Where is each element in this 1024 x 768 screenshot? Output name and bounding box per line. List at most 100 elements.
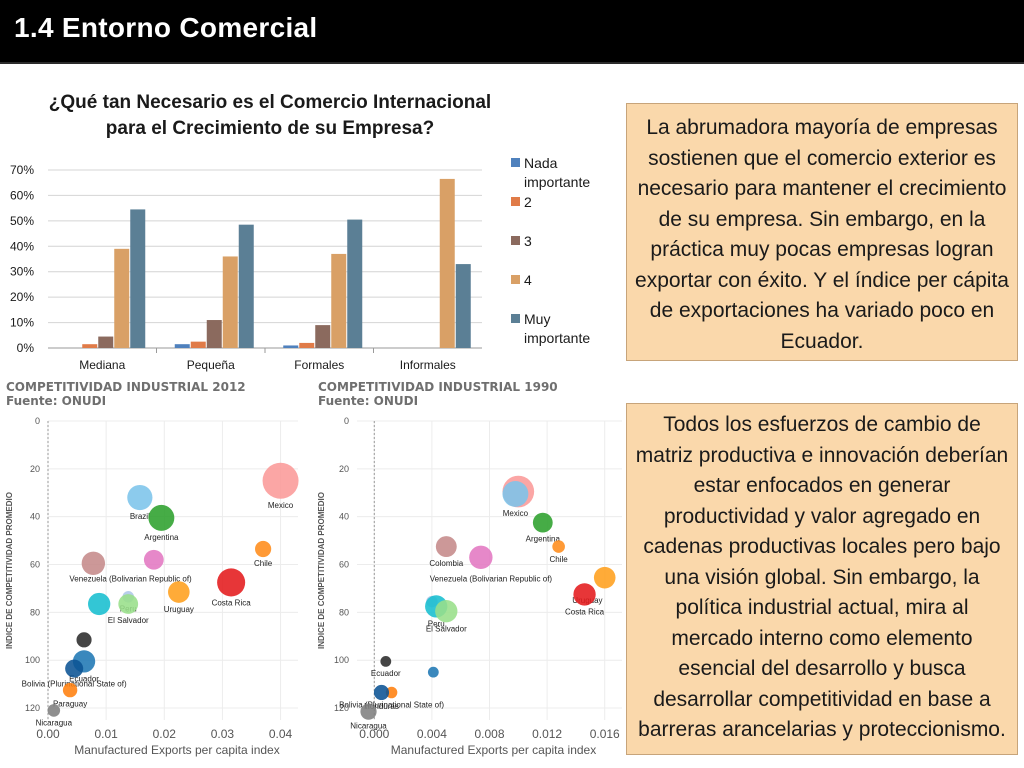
x-tick-label-formales: Formales — [294, 358, 344, 372]
chart-1990-bubble-label-colombia: Colombia — [429, 559, 463, 568]
chart-1990-bubble-nicaragua — [360, 703, 377, 720]
bar-chart-necesidad-comercio: 0% 10% 20% 30% 40% 50% 60% 70% Mediana Pequeña For… — [0, 88, 610, 378]
chart-2012-y-tick-label: 80 — [30, 607, 40, 617]
chart-1990-bubble — [427, 666, 439, 678]
y-tick-label: 50% — [10, 214, 34, 228]
text-box-comercio-exterior: La abrumadora mayoría de empresas sostie… — [626, 103, 1018, 361]
chart-2012-bubble-label-ecuador: Ecuador — [69, 675, 99, 684]
bar-formales-2 — [299, 342, 315, 348]
chart-2012-y-tick-label: 120 — [25, 703, 40, 713]
bubble-chart-2012: COMPETITIVIDAD INDUSTRIAL 2012 Fuente: O… — [0, 380, 312, 768]
bubble-chart-1990: COMPETITIVIDAD INDUSTRIAL 1990 Fuente: O… — [312, 380, 630, 768]
chart-2012-bubble-uruguay — [168, 581, 190, 603]
bubble-chart-2012-title: COMPETITIVIDAD INDUSTRIAL 2012 — [6, 380, 246, 394]
chart-1990-bubble-argentina — [532, 512, 553, 533]
y-tick-label: 20% — [10, 290, 34, 304]
chart-1990-bubble-ecuador — [380, 655, 392, 667]
chart-1990-bubble-chile — [552, 540, 565, 553]
chart-2012-bubble-label-costa-rica: Costa Rica — [212, 599, 252, 608]
slide-header: 1.4 Entorno Comercial — [0, 0, 1024, 64]
chart-2012-bubble-brazil — [127, 484, 153, 511]
chart-2012-bubble-label-uruguay: Uruguay — [164, 605, 194, 614]
chart-1990-x-tick-label: 0.004 — [417, 727, 447, 741]
chart-1990-bubble-label-costa-rica: Costa Rica — [565, 608, 605, 617]
chart-2012-x-tick-label: 0.03 — [211, 727, 235, 741]
legend-label-nada-importante: importante — [524, 174, 590, 190]
bar-mediana-3 — [98, 336, 114, 348]
chart-2012-bubble — [81, 551, 106, 576]
chart-2012-x-tick-label: 0.04 — [269, 727, 293, 741]
y-tick-label: 0% — [17, 341, 35, 355]
chart-1990-bubble-costa-rica — [573, 583, 596, 606]
bubble-chart-2012-source: Fuente: ONUDI — [6, 394, 107, 408]
chart-2012-x-tick-label: 0.00 — [36, 727, 60, 741]
chart-1990-bubble-label-venezuela-bolivarian-republic-of: Venezuela (Bolivarian Republic of) — [430, 574, 553, 583]
chart-2012-bubble — [88, 592, 111, 616]
chart-1990-bubble-label-el-salvador: El Salvador — [426, 624, 467, 633]
y-tick-label: 30% — [10, 265, 34, 279]
bar-formales-muy-importante — [347, 219, 363, 348]
chart-1990-bubble-el-salvador — [435, 600, 458, 623]
chart-2012-y-tick-label: 60 — [30, 560, 40, 570]
chart-1990-y-tick-label: 40 — [339, 512, 349, 522]
chart-2012-bubble-paraguay — [62, 682, 78, 698]
y-tick-label: 10% — [10, 316, 34, 330]
bar-pequena-3 — [206, 320, 222, 348]
chart-2012-bubble-label-bolivia-plurinational-state-of: Bolivia (Plurinational State of) — [22, 680, 127, 689]
chart-1990-y-tick-label: 80 — [339, 607, 349, 617]
chart-1990-bubble-label-bolivia-plurinational-state-of: Bolivia (Plurinational State of) — [339, 700, 444, 709]
text-box-matriz-productiva: Todos los esfuerzos de cambio de matriz … — [626, 403, 1018, 755]
bar-mediana-muy-importante — [130, 209, 146, 348]
chart-1990-bubble-label-ecuador: Ecuador — [371, 669, 401, 678]
chart-2012-y-tick-label: 40 — [30, 512, 40, 522]
chart-2012-y-axis-label: INDICE DE COMPETITIVIDAD PROMEDIO — [5, 492, 14, 649]
chart-1990-bubble-honduras — [373, 684, 390, 701]
bubble-chart-1990-source: Fuente: ONUDI — [318, 394, 419, 408]
chart-2012-bubble-label-el-salvador: El Salvador — [108, 616, 149, 625]
bubble-chart-1990-heading: COMPETITIVIDAD INDUSTRIAL 1990 Fuente: O… — [318, 380, 558, 408]
chart-2012-bubble-costa-rica — [217, 568, 246, 597]
chart-1990-bubble-bolivia-plurinational-state-of — [385, 686, 398, 699]
chart-2012-bubble-label-argentina: Argentina — [144, 533, 179, 542]
bar-formales-nada-importante — [283, 345, 299, 348]
chart-1990-bubble-label-peru: Peru — [428, 620, 445, 629]
chart-1990-bubble-label-mexico: Mexico — [503, 509, 529, 518]
bar-chart-title-line-1: ¿Qué tan Necesario es el Comercio Intern… — [48, 92, 492, 113]
chart-2012-bubble-label-mexico: Mexico — [268, 501, 294, 510]
legend-label-muy-importante: importante — [524, 330, 590, 346]
chart-2012-bubble-label-brazil: Brazil — [130, 512, 150, 521]
bar-informales-muy-importante — [455, 264, 471, 348]
bar-formales-4 — [331, 253, 347, 348]
bar-chart-title: ¿Qué tan Necesario es el Comercio Intern… — [20, 90, 520, 142]
chart-2012-x-axis-label: Manufactured Exports per capita index — [74, 743, 279, 757]
bar-pequena-2 — [190, 341, 206, 348]
chart-2012-bubble — [143, 549, 164, 570]
chart-1990-y-tick-label: 100 — [334, 655, 349, 665]
bar-informales-4 — [439, 178, 455, 348]
chart-2012-bubble-label-nicaragua: Nicaragua — [36, 719, 73, 728]
chart-1990-bubble-label-honduras: Honduras — [364, 702, 399, 711]
chart-1990-bubble-label-argentina: Argentina — [526, 535, 561, 544]
chart-1990-y-tick-label: 20 — [339, 464, 349, 474]
chart-2012-bubble-chile — [255, 540, 272, 558]
bar-mediana-4 — [114, 248, 130, 348]
chart-1990-x-tick-label: 0.008 — [474, 727, 504, 741]
chart-2012-x-tick-label: 0.02 — [153, 727, 177, 741]
bubble-chart-1990-title: COMPETITIVIDAD INDUSTRIAL 1990 — [318, 380, 558, 394]
x-tick-label-pequena: Pequeña — [187, 358, 235, 372]
chart-1990-bubble-label-chile: Chile — [550, 555, 569, 564]
y-tick-label: 60% — [10, 188, 34, 202]
chart-2012-bubble-label-chile: Chile — [254, 559, 273, 568]
chart-2012-x-tick-label: 0.01 — [94, 727, 118, 741]
legend-label-muy-importante: Muy — [524, 311, 550, 327]
chart-2012-bubble-nicaragua — [47, 704, 61, 717]
legend-label-4: 4 — [524, 272, 532, 288]
chart-1990-x-axis-label: Manufactured Exports per capita index — [391, 743, 596, 757]
slide-title: 1.4 Entorno Comercial — [14, 12, 318, 43]
chart-2012-y-tick-label: 0 — [35, 416, 40, 426]
chart-2012-bubble-label-venezuela-bolivarian-republic-of: Venezuela (Bolivarian Republic of) — [69, 574, 192, 583]
chart-1990-bubble-colombia — [435, 536, 457, 558]
legend-swatch-2 — [511, 197, 520, 206]
chart-2012-bubble-el-salvador — [118, 594, 139, 614]
bubble-chart-1990-svg: 0.000 0.004 0.008 0.012 0.016 0 20 40 60 80 100 120… — [317, 416, 622, 757]
